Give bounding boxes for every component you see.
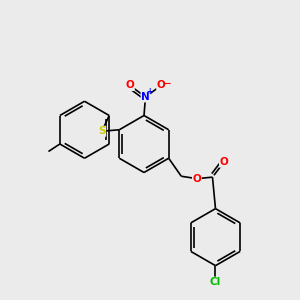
Text: −: −	[163, 79, 170, 88]
Text: O: O	[193, 174, 201, 184]
Text: Cl: Cl	[210, 277, 221, 287]
Text: +: +	[147, 87, 153, 96]
Text: N: N	[141, 92, 150, 102]
Text: O: O	[220, 157, 228, 167]
Text: S: S	[98, 126, 106, 136]
Text: O: O	[157, 80, 166, 91]
Text: O: O	[125, 80, 134, 91]
